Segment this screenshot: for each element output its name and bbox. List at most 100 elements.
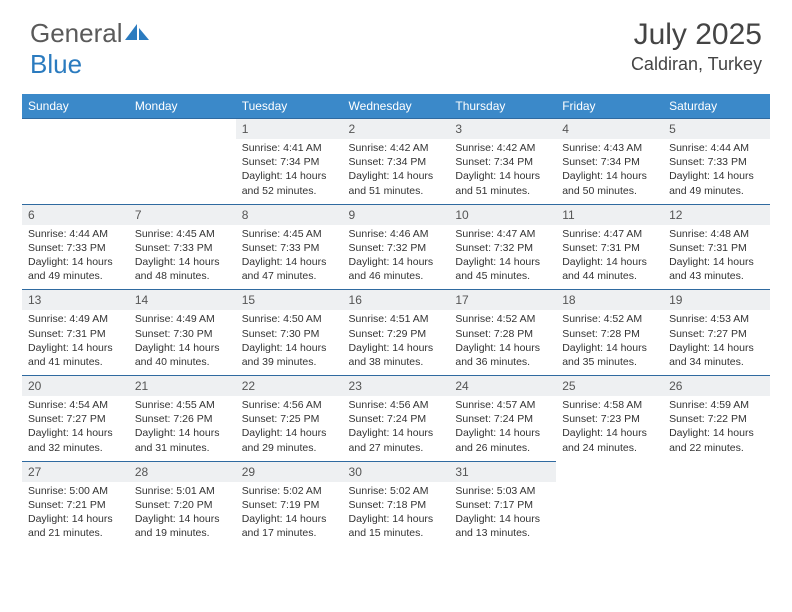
day-number-cell: 27	[22, 461, 129, 482]
sunset-line: Sunset: 7:25 PM	[242, 413, 320, 425]
day-content-cell: Sunrise: 4:48 AM Sunset: 7:31 PM Daylight:…	[663, 225, 770, 290]
sunset-line: Sunset: 7:32 PM	[455, 242, 533, 254]
sunset-line: Sunset: 7:28 PM	[562, 328, 640, 340]
sunset-line: Sunset: 7:27 PM	[669, 328, 747, 340]
sunrise-line: Sunrise: 4:55 AM	[135, 399, 215, 411]
sunset-line: Sunset: 7:34 PM	[455, 156, 533, 168]
day-content-cell: Sunrise: 4:45 AMSunset: 7:33 PMDaylight:…	[129, 225, 236, 290]
day-number-cell: 10	[449, 204, 556, 225]
sunset-line: Sunset: 7:24 PM	[455, 413, 533, 425]
daylight-line: Daylight: 14 hours and 36 minutes.	[455, 342, 540, 368]
page-title: July 2025	[631, 18, 762, 52]
day-header: Wednesday	[343, 94, 450, 119]
day-content-cell: Sunrise: 4:45 AM Sunset: 7:33 PM Daylight:…	[236, 225, 343, 290]
content-row: Sunrise: 4:44 AMSunset: 7:33 PMDaylight:…	[22, 225, 770, 290]
sunset-line: Sunset: 7:27 PM	[28, 413, 106, 425]
day-content-cell	[22, 139, 129, 204]
day-content-cell: Sunrise: 4:49 AMSunset: 7:31 PMDaylight:…	[22, 310, 129, 375]
daylight-line: Daylight: 14 hours and 50 minutes.	[562, 170, 647, 196]
sunrise-line: Sunrise: 4:54 AM	[28, 399, 108, 411]
sunrise-line: Sunrise: 4:48 AM	[669, 228, 749, 240]
day-header-row: SundayMondayTuesdayWednesdayThursdayFrid…	[22, 94, 770, 119]
sunrise-line: Sunrise: 4:53 AM	[669, 313, 749, 325]
day-number-cell: 13	[22, 290, 129, 311]
daylight-line: Daylight: 14 hours and 49 minutes.	[669, 170, 754, 196]
day-content-cell: Sunrise: 5:03 AMSunset: 7:17 PMDaylight:…	[449, 482, 556, 547]
sunset-line: Sunset: 7:33 PM	[242, 242, 320, 254]
calendar-table: SundayMondayTuesdayWednesdayThursdayFrid…	[22, 94, 770, 546]
daylight-line: Daylight: 14 hours and 40 minutes.	[135, 342, 220, 368]
daylight-line: Daylight: 14 hours and 13 minutes.	[455, 513, 540, 539]
sunset-line: Sunset: 7:23 PM	[562, 413, 640, 425]
day-content-cell: Sunrise: 4:41 AMSunset: 7:34 PMDaylight:…	[236, 139, 343, 204]
sunrise-line: Sunrise: 4:42 AM	[349, 142, 429, 154]
daylight-line: Daylight: 14 hours and 26 minutes.	[455, 427, 540, 453]
day-number-cell: 26	[663, 376, 770, 397]
day-number-cell: 11	[556, 204, 663, 225]
day-content-cell	[129, 139, 236, 204]
day-content-cell: Sunrise: 4:51 AMSunset: 7:29 PMDaylight:…	[343, 310, 450, 375]
daylight-line: Daylight: 14 hours and 52 minutes.	[242, 170, 327, 196]
day-number-cell: 19	[663, 290, 770, 311]
day-content-cell	[556, 482, 663, 547]
day-number-cell: 8	[236, 204, 343, 225]
logo-word-a: General	[30, 18, 123, 48]
daylight-line: Daylight: 14 hours and 21 minutes.	[28, 513, 113, 539]
daylight-line: Daylight: 14 hours and 43 minutes.	[669, 256, 754, 282]
daylight-line: Daylight: 14 hours and 22 minutes.	[669, 427, 754, 453]
content-row: Sunrise: 4:54 AM Sunset: 7:27 PM Daylight:…	[22, 396, 770, 461]
day-number-cell	[129, 119, 236, 140]
day-number-cell: 7	[129, 204, 236, 225]
sunrise-line: Sunrise: 4:45 AM	[242, 228, 322, 240]
daylight-line: Daylight: 14 hours and 47 minutes.	[242, 256, 327, 282]
day-content-cell: Sunrise: 4:47 AMSunset: 7:32 PMDaylight:…	[449, 225, 556, 290]
day-number-cell	[22, 119, 129, 140]
day-number-cell: 2	[343, 119, 450, 140]
day-content-cell: Sunrise: 4:58 AMSunset: 7:23 PMDaylight:…	[556, 396, 663, 461]
day-content-cell: Sunrise: 5:02 AMSunset: 7:19 PMDaylight:…	[236, 482, 343, 547]
sunrise-line: Sunrise: 4:44 AM	[669, 142, 749, 154]
sunrise-line: Sunrise: 4:56 AM	[349, 399, 429, 411]
day-content-cell: Sunrise: 4:43 AMSunset: 7:34 PMDaylight:…	[556, 139, 663, 204]
day-number-cell: 20	[22, 376, 129, 397]
day-number-cell: 9	[343, 204, 450, 225]
header: GeneralBlue July 2025 Caldiran, Turkey	[0, 0, 792, 88]
sunrise-line: Sunrise: 4:52 AM	[455, 313, 535, 325]
daylight-line: Daylight: 14 hours and 15 minutes.	[349, 513, 434, 539]
day-number-cell: 12	[663, 204, 770, 225]
daylight-line: Daylight: 14 hours and 27 minutes.	[349, 427, 434, 453]
sunrise-line: Sunrise: 5:00 AM	[28, 485, 108, 497]
day-header: Sunday	[22, 94, 129, 119]
logo-text: GeneralBlue	[30, 18, 151, 80]
day-content-cell: Sunrise: 4:42 AMSunset: 7:34 PMDaylight:…	[449, 139, 556, 204]
sunrise-line: Sunrise: 5:02 AM	[242, 485, 322, 497]
logo-word-b: Blue	[30, 49, 82, 79]
day-number-cell: 17	[449, 290, 556, 311]
location-label: Caldiran, Turkey	[631, 54, 762, 75]
sunset-line: Sunset: 7:33 PM	[135, 242, 213, 254]
sunset-line: Sunset: 7:34 PM	[562, 156, 640, 168]
sunset-line: Sunset: 7:24 PM	[349, 413, 427, 425]
day-content-cell: Sunrise: 4:46 AMSunset: 7:32 PMDaylight:…	[343, 225, 450, 290]
day-content-cell: Sunrise: 4:56 AMSunset: 7:25 PMDaylight:…	[236, 396, 343, 461]
sunrise-line: Sunrise: 4:45 AM	[135, 228, 215, 240]
daylight-line: Daylight: 14 hours and 17 minutes.	[242, 513, 327, 539]
day-number-cell: 3	[449, 119, 556, 140]
daylight-line: Daylight: 14 hours and 31 minutes.	[135, 427, 220, 453]
logo-sail-icon	[125, 22, 151, 42]
day-number-cell: 29	[236, 461, 343, 482]
day-content-cell: Sunrise: 4:47 AMSunset: 7:31 PMDaylight:…	[556, 225, 663, 290]
sunset-line: Sunset: 7:31 PM	[562, 242, 640, 254]
sunrise-line: Sunrise: 4:50 AM	[242, 313, 322, 325]
day-number-cell: 15	[236, 290, 343, 311]
day-number-cell: 14	[129, 290, 236, 311]
day-number-cell: 21	[129, 376, 236, 397]
sunrise-line: Sunrise: 4:56 AM	[242, 399, 322, 411]
sunset-line: Sunset: 7:31 PM	[28, 328, 106, 340]
content-row: Sunrise: 4:49 AMSunset: 7:31 PMDaylight:…	[22, 310, 770, 375]
sunset-line: Sunset: 7:31 PM	[669, 242, 747, 254]
sunrise-line: Sunrise: 4:47 AM	[562, 228, 642, 240]
sunset-line: Sunset: 7:26 PM	[135, 413, 213, 425]
sunrise-line: Sunrise: 4:46 AM	[349, 228, 429, 240]
day-content-cell: Sunrise: 4:59 AMSunset: 7:22 PMDaylight:…	[663, 396, 770, 461]
